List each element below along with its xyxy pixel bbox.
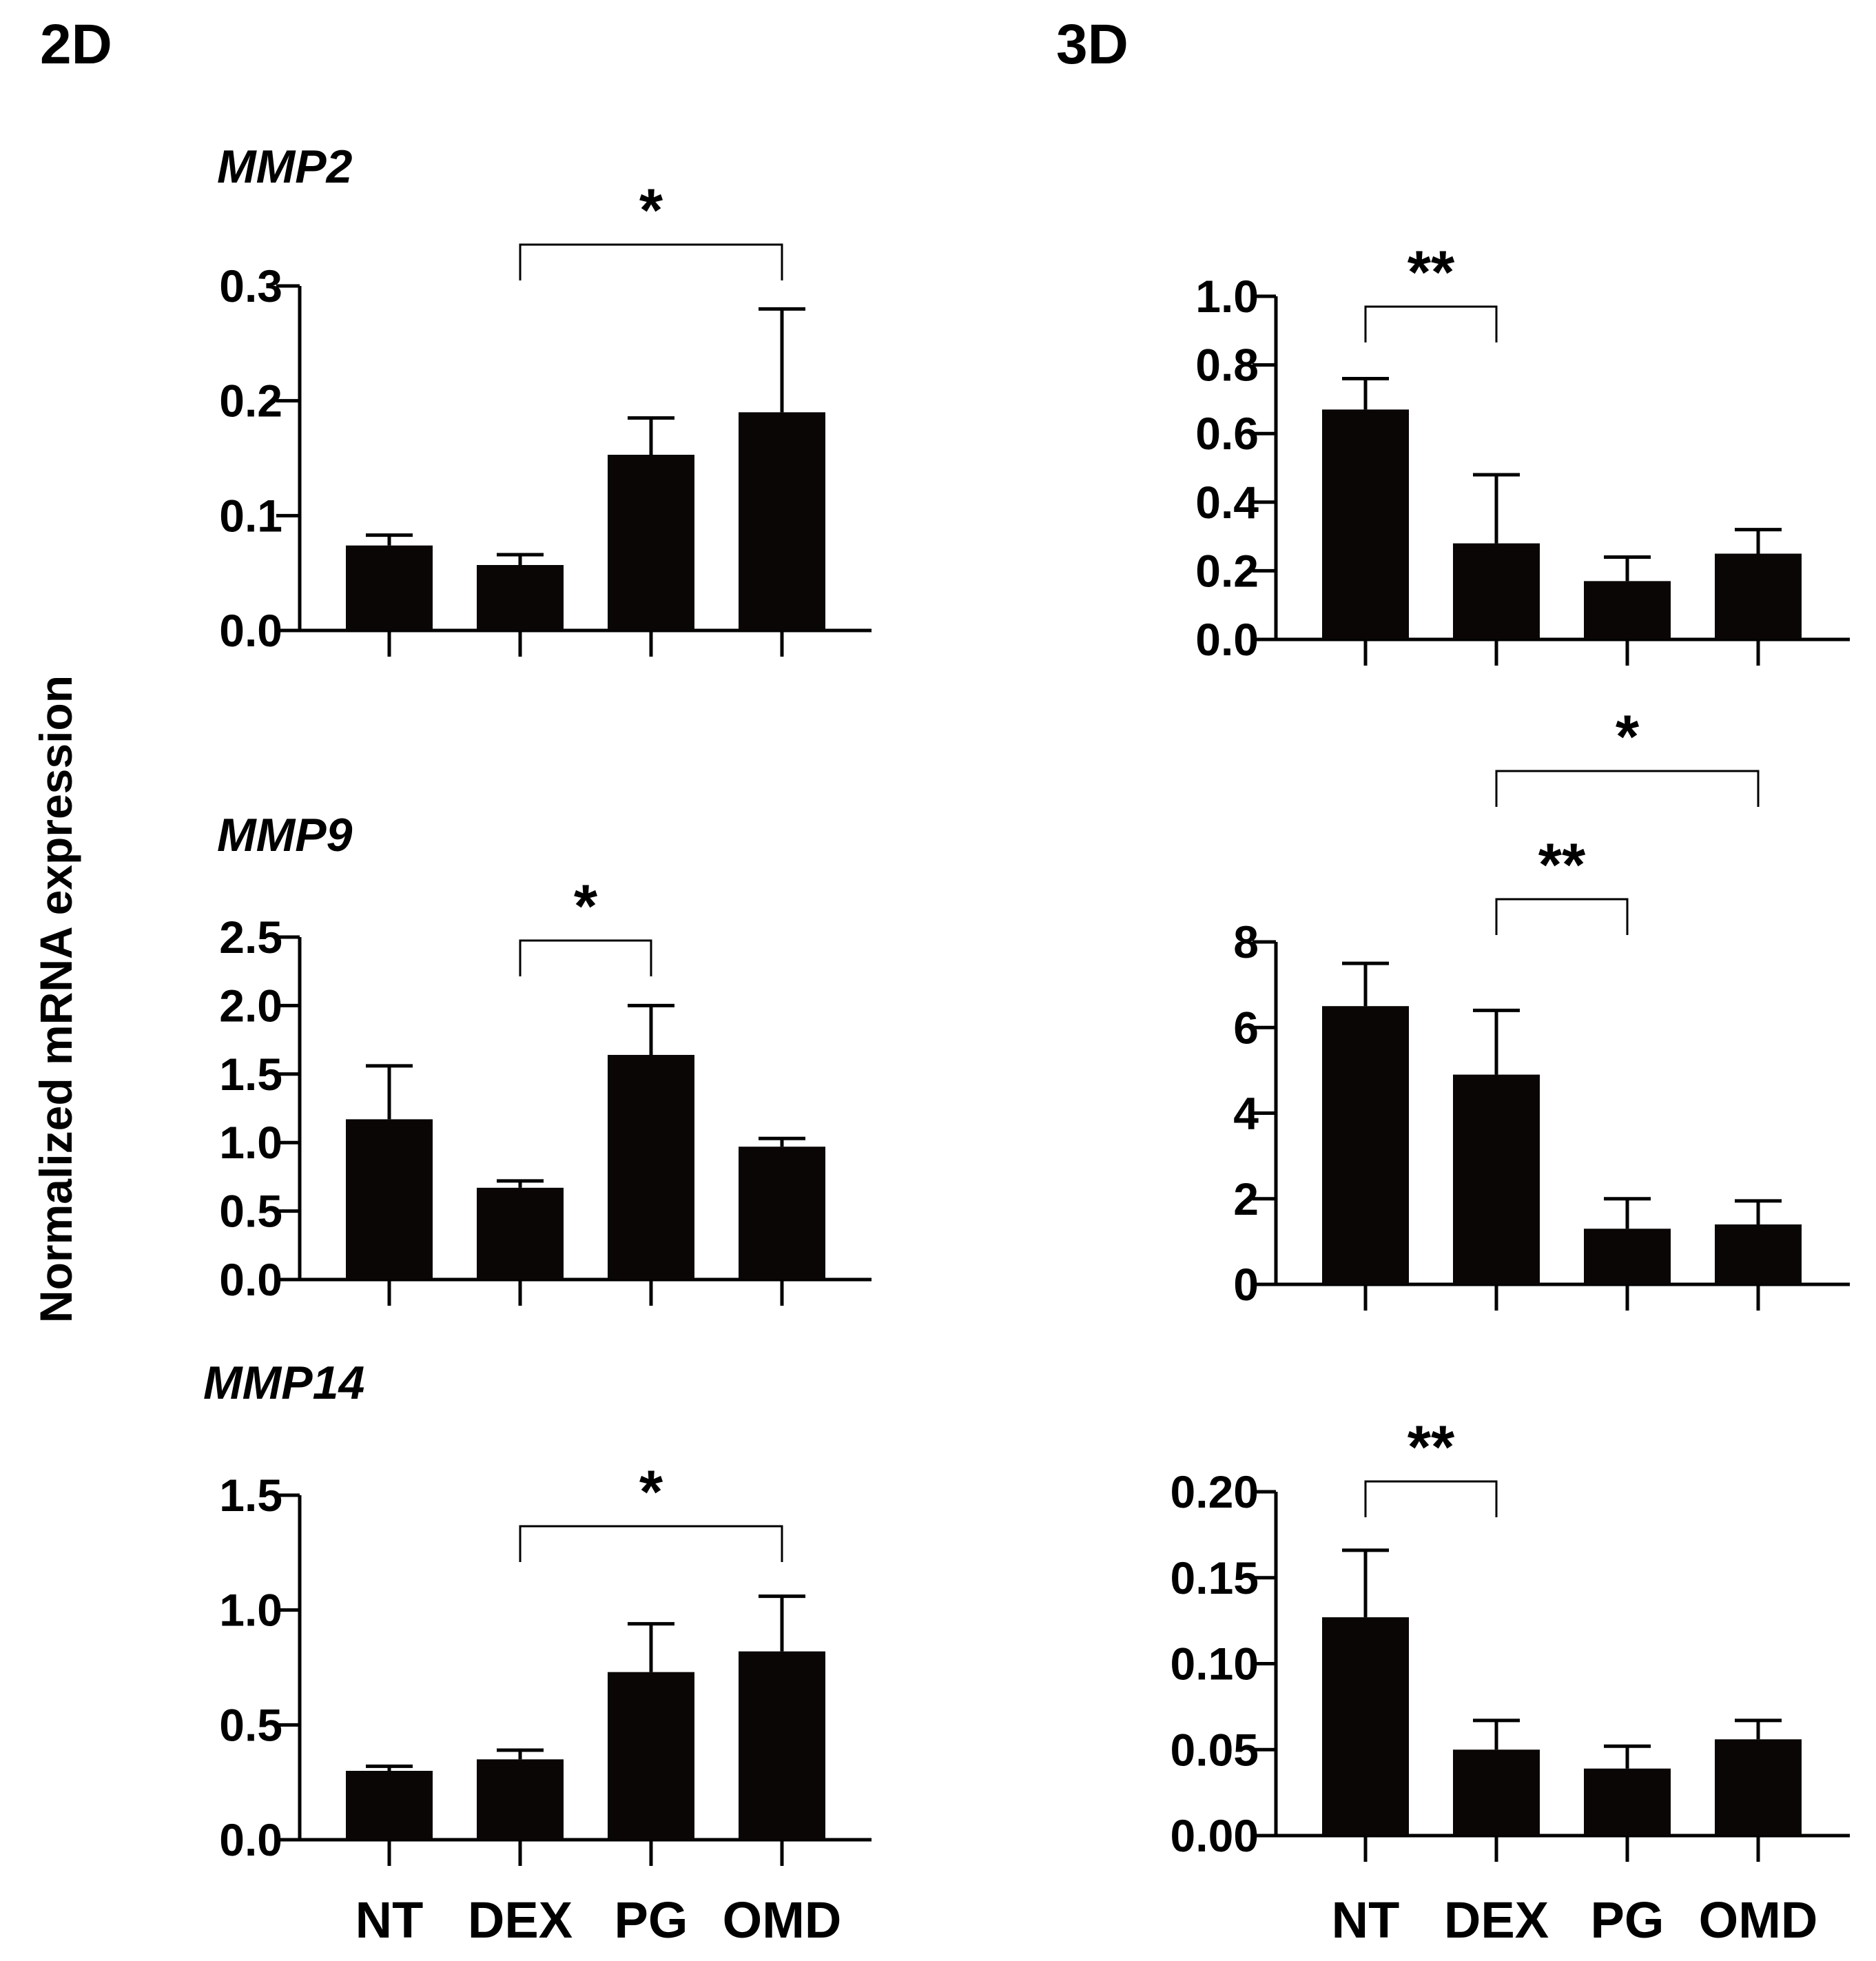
y-tick-label: 1.0	[219, 1117, 282, 1168]
x-category-label-omd: OMD	[723, 1891, 842, 1949]
y-tick-label: 0	[1233, 1259, 1259, 1310]
x-category-label-pg: PG	[1591, 1891, 1664, 1949]
significance-bracket	[519, 243, 783, 280]
y-tick-label: 0.5	[219, 1699, 282, 1750]
bar-nt	[1322, 1617, 1409, 1836]
significance-bracket	[1364, 305, 1498, 342]
y-tick-label: 0.20	[1171, 1466, 1259, 1517]
y-tick-label: 1.0	[219, 1585, 282, 1636]
bar-nt	[1322, 409, 1409, 639]
bar-dex	[477, 1759, 564, 1840]
significance-bracket	[519, 939, 652, 976]
y-tick-label: 0.0	[1195, 614, 1259, 665]
y-tick-label: 0.00	[1171, 1810, 1259, 1861]
y-tick-label: 0.2	[219, 376, 282, 427]
chart-3d-mmp2: 0.0 0.2 0.4 0.6 0.8 1.0 **	[1195, 238, 1850, 666]
chart-2d-mmp2: 0.0 0.1 0.2 0.3 *	[219, 176, 872, 657]
y-tick-label: 0.05	[1171, 1724, 1259, 1775]
significance-bracket	[1495, 898, 1629, 935]
bar-nt	[346, 545, 433, 630]
y-tick-label: 0.6	[1195, 408, 1259, 459]
y-tick-label: 0.4	[1195, 477, 1259, 528]
bar-omd	[739, 412, 825, 630]
bar-nt	[1322, 1006, 1409, 1284]
y-tick-label: 6	[1233, 1002, 1259, 1053]
y-tick-label: 4	[1233, 1088, 1259, 1139]
y-axis-label: Normalized mRNA expression	[30, 675, 81, 1323]
y-tick-label: 1.0	[1195, 271, 1259, 322]
gene-label-mmp14: MMP14	[203, 1357, 364, 1409]
significance-label: **	[1408, 238, 1455, 306]
bar-omd	[1715, 553, 1802, 639]
bar-pg	[608, 1054, 694, 1280]
y-tick-label: 1.5	[219, 1049, 282, 1100]
bar-omd	[1715, 1739, 1802, 1836]
chart-2d-mmp14: 0.0 0.5 1.0 1.5 NT DEX PG OMD *	[219, 1457, 872, 1949]
bar-dex	[1453, 543, 1540, 639]
significance-label: *	[574, 872, 598, 940]
y-tick-label: 0.10	[1171, 1639, 1259, 1690]
bar-pg	[1584, 1768, 1671, 1836]
charts-group: 0.00.10.20.3*0.00.20.40.60.81.0 **0.00.51…	[219, 176, 1850, 1949]
y-tick-label: 0.5	[219, 1186, 282, 1237]
bar-dex	[477, 1187, 564, 1280]
bar-dex	[1453, 1074, 1540, 1284]
y-tick-label: 0.8	[1195, 340, 1259, 391]
y-tick-label: 8	[1233, 916, 1259, 967]
x-category-label-nt: NT	[355, 1891, 424, 1949]
x-category-label-dex: DEX	[1444, 1891, 1549, 1949]
bar-pg	[608, 1672, 694, 1840]
bar-pg	[608, 455, 694, 630]
chart-2d-mmp9: 0.0 0.5 1.0 1.5 2.0 2.5 *	[219, 872, 872, 1306]
y-tick-label: 2.5	[219, 912, 282, 963]
y-tick-label: 0.2	[1195, 545, 1259, 596]
y-tick-label: 0.3	[219, 260, 282, 311]
x-category-label-dex: DEX	[468, 1891, 573, 1949]
panel-title-2d: 2D	[40, 13, 112, 76]
chart-3d-mmp14: 0.00 0.05 0.10 0.15 0.20 NT DEX PG OMD **	[1171, 1413, 1850, 1949]
significance-label: **	[1408, 1413, 1455, 1481]
panel-title-3d: 3D	[1056, 13, 1128, 76]
bar-omd	[1715, 1224, 1802, 1284]
significance-label: *	[639, 1457, 663, 1526]
y-tick-label: 2	[1233, 1173, 1259, 1224]
y-tick-label: 2.0	[219, 980, 282, 1031]
x-category-label-pg: PG	[615, 1891, 688, 1949]
bar-pg	[1584, 581, 1671, 639]
significance-bracket	[1495, 770, 1760, 807]
y-tick-label: 0.1	[219, 490, 282, 541]
y-tick-label: 0.15	[1171, 1552, 1259, 1603]
bar-nt	[346, 1119, 433, 1280]
bar-pg	[1584, 1229, 1671, 1284]
y-tick-label: 0.0	[219, 1254, 282, 1305]
significance-bracket	[519, 1525, 783, 1562]
y-tick-label: 0.0	[219, 1814, 282, 1865]
gene-label-mmp2: MMP2	[217, 141, 353, 193]
x-category-label-nt: NT	[1332, 1891, 1400, 1949]
significance-label: *	[639, 176, 663, 244]
x-category-label-omd: OMD	[1699, 1891, 1818, 1949]
bar-dex	[477, 565, 564, 630]
gene-label-mmp9: MMP9	[217, 809, 353, 861]
bar-nt	[346, 1771, 433, 1840]
significance-label: **	[1538, 830, 1586, 899]
y-tick-label: 1.5	[219, 1470, 282, 1521]
significance-label: *	[1616, 702, 1640, 770]
bar-dex	[1453, 1749, 1540, 1836]
bar-omd	[739, 1147, 825, 1280]
bar-omd	[739, 1651, 825, 1840]
significance-bracket	[1364, 1480, 1498, 1517]
y-tick-label: 0.0	[219, 605, 282, 656]
